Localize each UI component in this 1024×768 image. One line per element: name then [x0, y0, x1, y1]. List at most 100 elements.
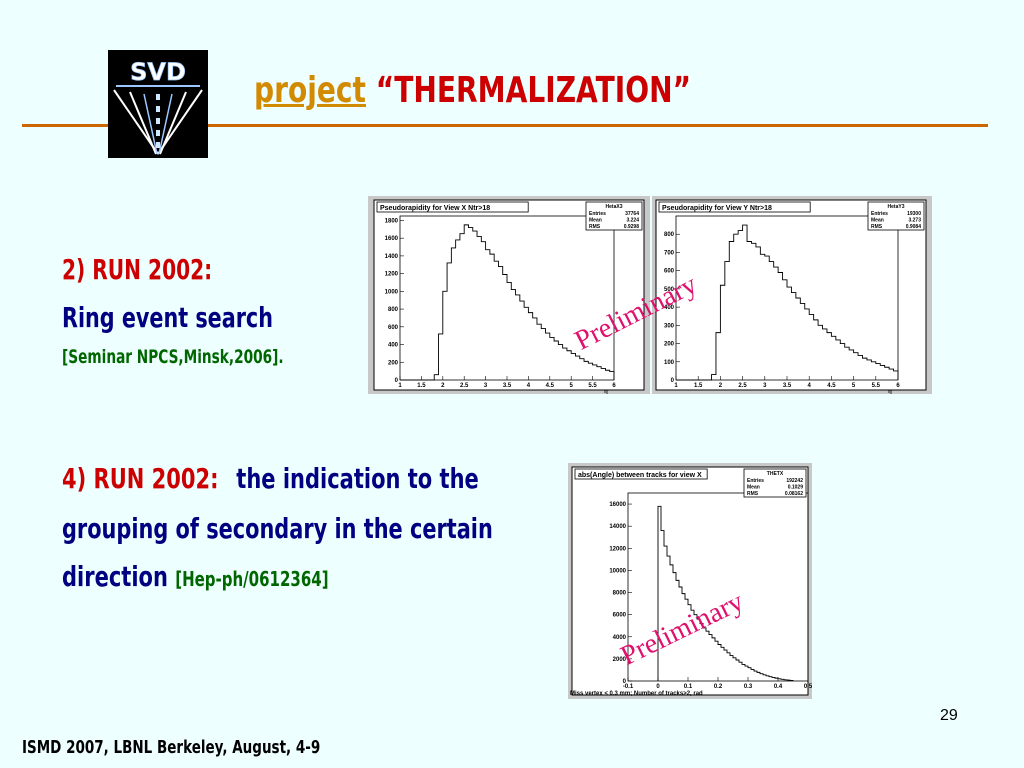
histogram-bin	[558, 345, 562, 380]
histogram-bin	[751, 669, 754, 681]
y-tick-label: 0	[671, 378, 675, 384]
histogram-bin	[727, 653, 730, 681]
histogram-bin	[730, 656, 733, 681]
histogram-bin	[503, 275, 507, 380]
histogram-bin	[439, 334, 443, 380]
histogram-pad	[571, 466, 809, 696]
title-box	[658, 201, 811, 213]
y-tick-label: 600	[388, 325, 399, 331]
histogram-bin	[809, 314, 813, 380]
histogram-bin	[818, 325, 822, 380]
histogram-bin	[451, 248, 455, 380]
x-tick-label: 5	[852, 383, 856, 389]
title-rule	[22, 124, 988, 127]
histogram-bin	[745, 666, 748, 681]
histogram-bin	[840, 344, 844, 380]
y-tick-label: 200	[664, 342, 675, 348]
histogram-title: Pseudorapidity for View Y Ntr>18	[662, 205, 772, 212]
stats-label-entries: Entries	[871, 211, 888, 217]
histogram-bin	[481, 242, 485, 380]
title-box	[376, 201, 529, 213]
histogram-title: abs(Angle) between tracks for view X	[578, 472, 702, 479]
histogram-bin	[597, 367, 601, 380]
histogram-bin	[511, 290, 515, 380]
stats-label-entries: Entries	[747, 478, 764, 484]
histogram-bin	[567, 351, 571, 380]
histogram-bin	[772, 677, 775, 681]
stats-value-rms: 0.08162	[785, 491, 803, 497]
histogram-bin	[520, 301, 524, 380]
histogram-bin	[709, 635, 712, 681]
title-project: project	[254, 70, 366, 111]
y-tick-label: 400	[388, 343, 399, 349]
histogram-bin	[894, 371, 898, 380]
histogram-bin	[769, 677, 772, 681]
y-tick-label: 800	[388, 307, 399, 313]
histogram-pad	[655, 199, 927, 391]
histogram-bin	[743, 225, 747, 380]
stats-value-mean: 3.224	[626, 218, 639, 224]
x-tick-label: 6	[896, 383, 900, 389]
histogram-bin	[516, 295, 520, 380]
histogram-bin	[721, 647, 724, 681]
histogram-pad	[373, 199, 645, 391]
histogram-bin	[468, 228, 472, 380]
stats-value-mean: 0.1029	[788, 485, 804, 491]
histogram-svg: Pseudorapidity for View Y Ntr>18 HetaY3En…	[655, 199, 927, 394]
stats-value-entries: 192242	[786, 478, 803, 484]
histogram-bin	[563, 348, 567, 380]
x-tick-label: 2.5	[738, 383, 747, 389]
histogram-bin	[715, 641, 718, 681]
histogram-svg: Pseudorapidity for View X Ntr>18 HetaX3En…	[373, 199, 645, 394]
histogram-bin	[769, 262, 773, 380]
histogram-step-line	[657, 505, 794, 681]
y-tick-label: 8000	[613, 591, 627, 597]
stats-name: THETX	[767, 471, 784, 477]
svd-logo: SVD	[108, 50, 208, 158]
stats-value-mean: 3.273	[908, 218, 921, 224]
x-tick-label: 0.5	[804, 684, 812, 690]
item2-reference: [Seminar NPCS,Minsk,2006].	[62, 346, 284, 368]
stats-box	[585, 201, 643, 231]
histogram-bin	[443, 291, 447, 380]
histogram-bin	[763, 675, 766, 681]
histogram-bin	[831, 336, 835, 380]
x-tick-label: 0	[656, 684, 660, 690]
stats-label-rms: RMS	[747, 491, 759, 497]
histogram-bin	[766, 676, 769, 681]
x-tick-label: 3.5	[783, 383, 792, 389]
x-tick-label: 5.5	[872, 383, 881, 389]
stats-name: HetaY3	[888, 204, 905, 210]
title-thermalization: “THERMALIZATION”	[375, 70, 692, 111]
histogram-bin	[456, 240, 460, 380]
histogram-bin	[528, 313, 532, 380]
histogram-bin	[871, 362, 875, 380]
item4-reference: [Hep-ph/0612364]	[175, 567, 329, 591]
histogram-bin	[720, 285, 724, 380]
y-tick-label: 1000	[385, 289, 399, 295]
histogram-step-line	[676, 224, 899, 381]
item4-heading: 4) RUN 2002:	[62, 462, 219, 495]
histogram-bin	[706, 631, 709, 681]
histogram-bin	[546, 333, 550, 380]
histogram-bin	[845, 347, 849, 380]
y-tick-label: 6000	[613, 613, 627, 619]
x-tick-label: 1	[398, 383, 402, 389]
y-tick-label: 600	[664, 269, 675, 275]
stats-label-mean: Mean	[589, 218, 602, 224]
stats-label-mean: Mean	[747, 485, 760, 491]
histogram-bin	[434, 375, 438, 380]
histogram-bin	[486, 250, 490, 380]
histogram-bin	[729, 242, 733, 380]
y-tick-label: 0	[623, 679, 627, 685]
y-tick-label: 200	[388, 360, 399, 366]
stats-label-rms: RMS	[589, 224, 601, 230]
histogram-bin	[447, 263, 451, 380]
y-tick-label: 4000	[613, 635, 627, 641]
x-tick-label: 1	[674, 383, 678, 389]
item4-text1: the indication to the	[236, 462, 479, 495]
histogram-bin	[783, 280, 787, 380]
y-tick-label: 2000	[613, 657, 627, 663]
x-tick-label: 3	[484, 383, 488, 389]
histogram-eta-y: Pseudorapidity for View Y Ntr>18 HetaY3 En…	[652, 196, 932, 394]
